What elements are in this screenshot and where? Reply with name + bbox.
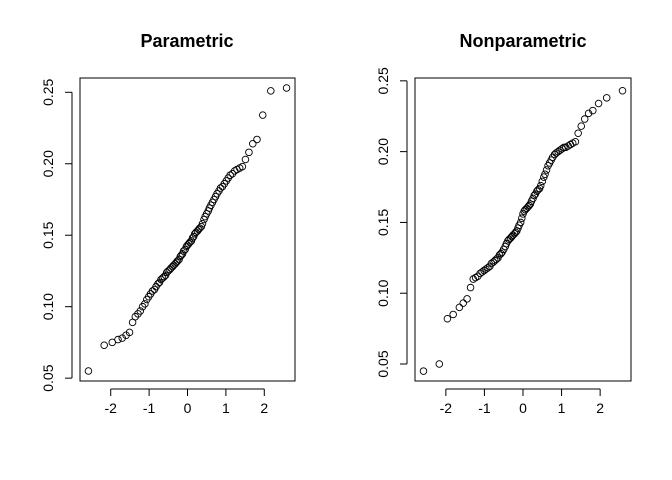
data-point (571, 137, 580, 146)
x-tick-label: 0 (184, 400, 192, 416)
data-point (459, 299, 467, 307)
x-tick-label: 2 (596, 400, 604, 416)
data-point (530, 191, 538, 200)
y-tick-label: 0.15 (40, 221, 56, 248)
data-point (594, 99, 603, 108)
data-point (466, 283, 475, 292)
data-point (259, 111, 267, 119)
data-points (84, 84, 291, 375)
x-tick-label: -2 (440, 400, 453, 416)
data-point (589, 106, 597, 115)
data-point (538, 177, 547, 186)
data-point (84, 367, 93, 375)
data-point (160, 272, 168, 281)
data-point (100, 341, 108, 350)
data-point (443, 314, 452, 323)
y-axis: 0.05 0.10 0.15 0.20 0.25 (40, 78, 73, 392)
data-point (541, 170, 549, 179)
data-point (226, 171, 234, 179)
data-point (249, 139, 257, 148)
y-axis: 0.05 0.10 0.15 0.20 0.25 (375, 67, 408, 378)
data-point (198, 220, 207, 228)
parametric-panel: Parametric -2 -1 0 1 2 0.05 0.10 0.15 0.20 0.25 (40, 31, 296, 416)
nonparametric-panel: Nonparametric -2 -1 0 1 2 0.05 0.10 0.15 0.20 0.25 (375, 31, 632, 416)
data-point (245, 148, 253, 157)
data-point (618, 86, 627, 95)
data-point (463, 295, 471, 303)
data-point (177, 251, 186, 259)
y-tick-label: 0.25 (40, 78, 56, 105)
data-point (267, 87, 275, 95)
data-point (419, 367, 428, 375)
y-tick-label: 0.20 (40, 150, 56, 177)
data-point (516, 218, 525, 227)
data-point (282, 84, 291, 92)
data-point (560, 143, 568, 152)
data-point (114, 335, 122, 344)
data-point (238, 162, 247, 171)
y-tick-label: 0.05 (40, 364, 56, 391)
x-axis: -2 -1 0 1 2 (104, 388, 268, 416)
chart-title: Parametric (140, 31, 233, 51)
data-point (108, 338, 116, 347)
x-tick-label: 2 (260, 400, 268, 416)
data-point (511, 228, 520, 237)
data-point (449, 310, 457, 319)
data-point (173, 257, 182, 265)
data-point (141, 300, 149, 308)
data-point (525, 201, 533, 210)
plot-frame (414, 77, 632, 382)
data-point (188, 234, 197, 242)
data-point (435, 360, 444, 368)
data-point (455, 303, 464, 312)
x-axis: -2 -1 0 1 2 (440, 388, 604, 416)
data-point (558, 145, 566, 153)
data-point (536, 181, 545, 190)
data-point (542, 166, 551, 174)
chart-title: Nonparametric (459, 31, 586, 51)
y-tick-label: 0.20 (375, 138, 391, 165)
x-tick-label: -1 (143, 400, 156, 416)
data-point (577, 122, 585, 130)
data-point (574, 129, 582, 137)
data-point (253, 135, 261, 144)
data-point (471, 273, 480, 282)
y-tick-label: 0.10 (375, 279, 391, 306)
data-point (602, 94, 611, 102)
data-point (518, 214, 526, 222)
data-point (241, 155, 250, 164)
y-tick-label: 0.15 (375, 209, 391, 236)
x-tick-label: 0 (519, 400, 527, 416)
y-tick-label: 0.10 (40, 293, 56, 320)
data-point (580, 115, 589, 123)
data-point (534, 186, 542, 194)
data-points (419, 86, 627, 375)
data-point (125, 328, 134, 337)
plot-frame (79, 77, 296, 382)
data-point (186, 238, 194, 247)
data-point (497, 249, 505, 258)
x-tick-label: -2 (104, 400, 117, 416)
data-point (136, 307, 145, 315)
y-tick-label: 0.25 (375, 67, 391, 94)
data-point (216, 184, 225, 192)
data-point (196, 224, 204, 232)
y-tick-label: 0.05 (375, 350, 391, 377)
x-tick-label: -1 (478, 400, 491, 416)
x-tick-label: 1 (222, 400, 230, 416)
x-tick-label: 1 (558, 400, 566, 416)
data-point (179, 247, 188, 255)
